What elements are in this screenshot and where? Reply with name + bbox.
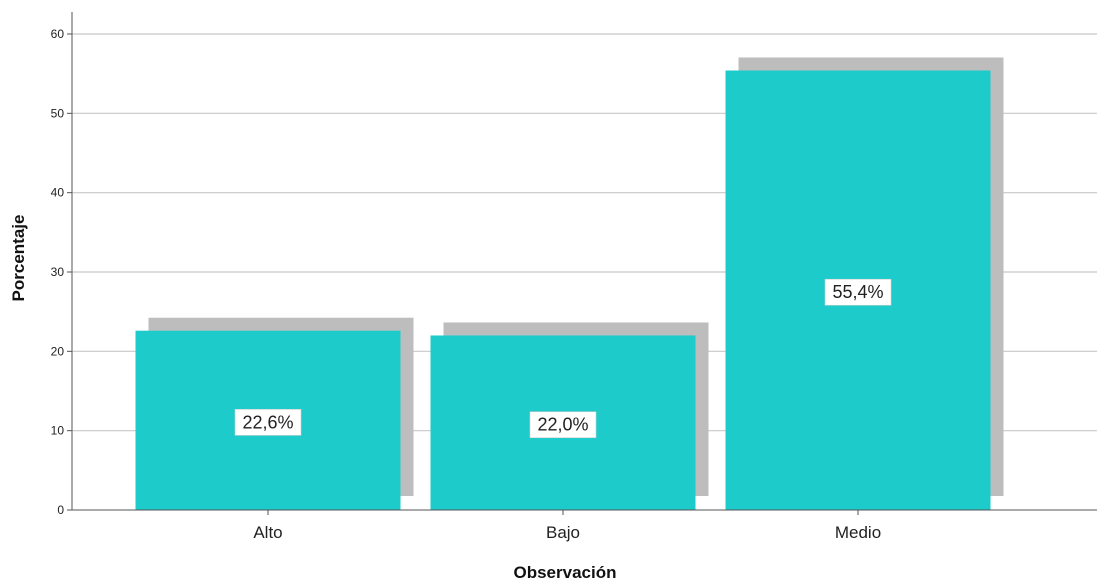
y-tick-label: 30	[51, 265, 65, 279]
x-category-label: Alto	[253, 523, 282, 542]
data-label: 22,0%	[537, 415, 588, 435]
data-label-box	[824, 278, 892, 306]
data-label: 55,4%	[832, 282, 883, 302]
y-axis-ticks: 0 10 20 30 40 50 60	[51, 27, 72, 517]
data-label-box	[529, 411, 597, 439]
y-tick-label: 40	[51, 186, 65, 200]
y-tick-label: 20	[51, 344, 65, 358]
x-category-label: Medio	[835, 523, 881, 542]
y-axis-title: Porcentaje	[9, 215, 28, 302]
y-tick-label: 60	[51, 27, 65, 41]
x-category-label: Bajo	[546, 523, 580, 542]
x-axis-title: Observación	[514, 563, 617, 582]
y-tick-label: 50	[51, 106, 65, 120]
y-tick-label: 10	[51, 424, 65, 438]
data-label-box	[234, 409, 302, 436]
bars: 22,6% 22,0% 55,4%	[135, 57, 1004, 510]
axes	[71, 12, 1097, 511]
x-axis-categories: Alto Bajo Medio	[253, 510, 881, 542]
y-tick-label: 0	[57, 503, 64, 517]
data-label: 22,6%	[242, 412, 293, 432]
